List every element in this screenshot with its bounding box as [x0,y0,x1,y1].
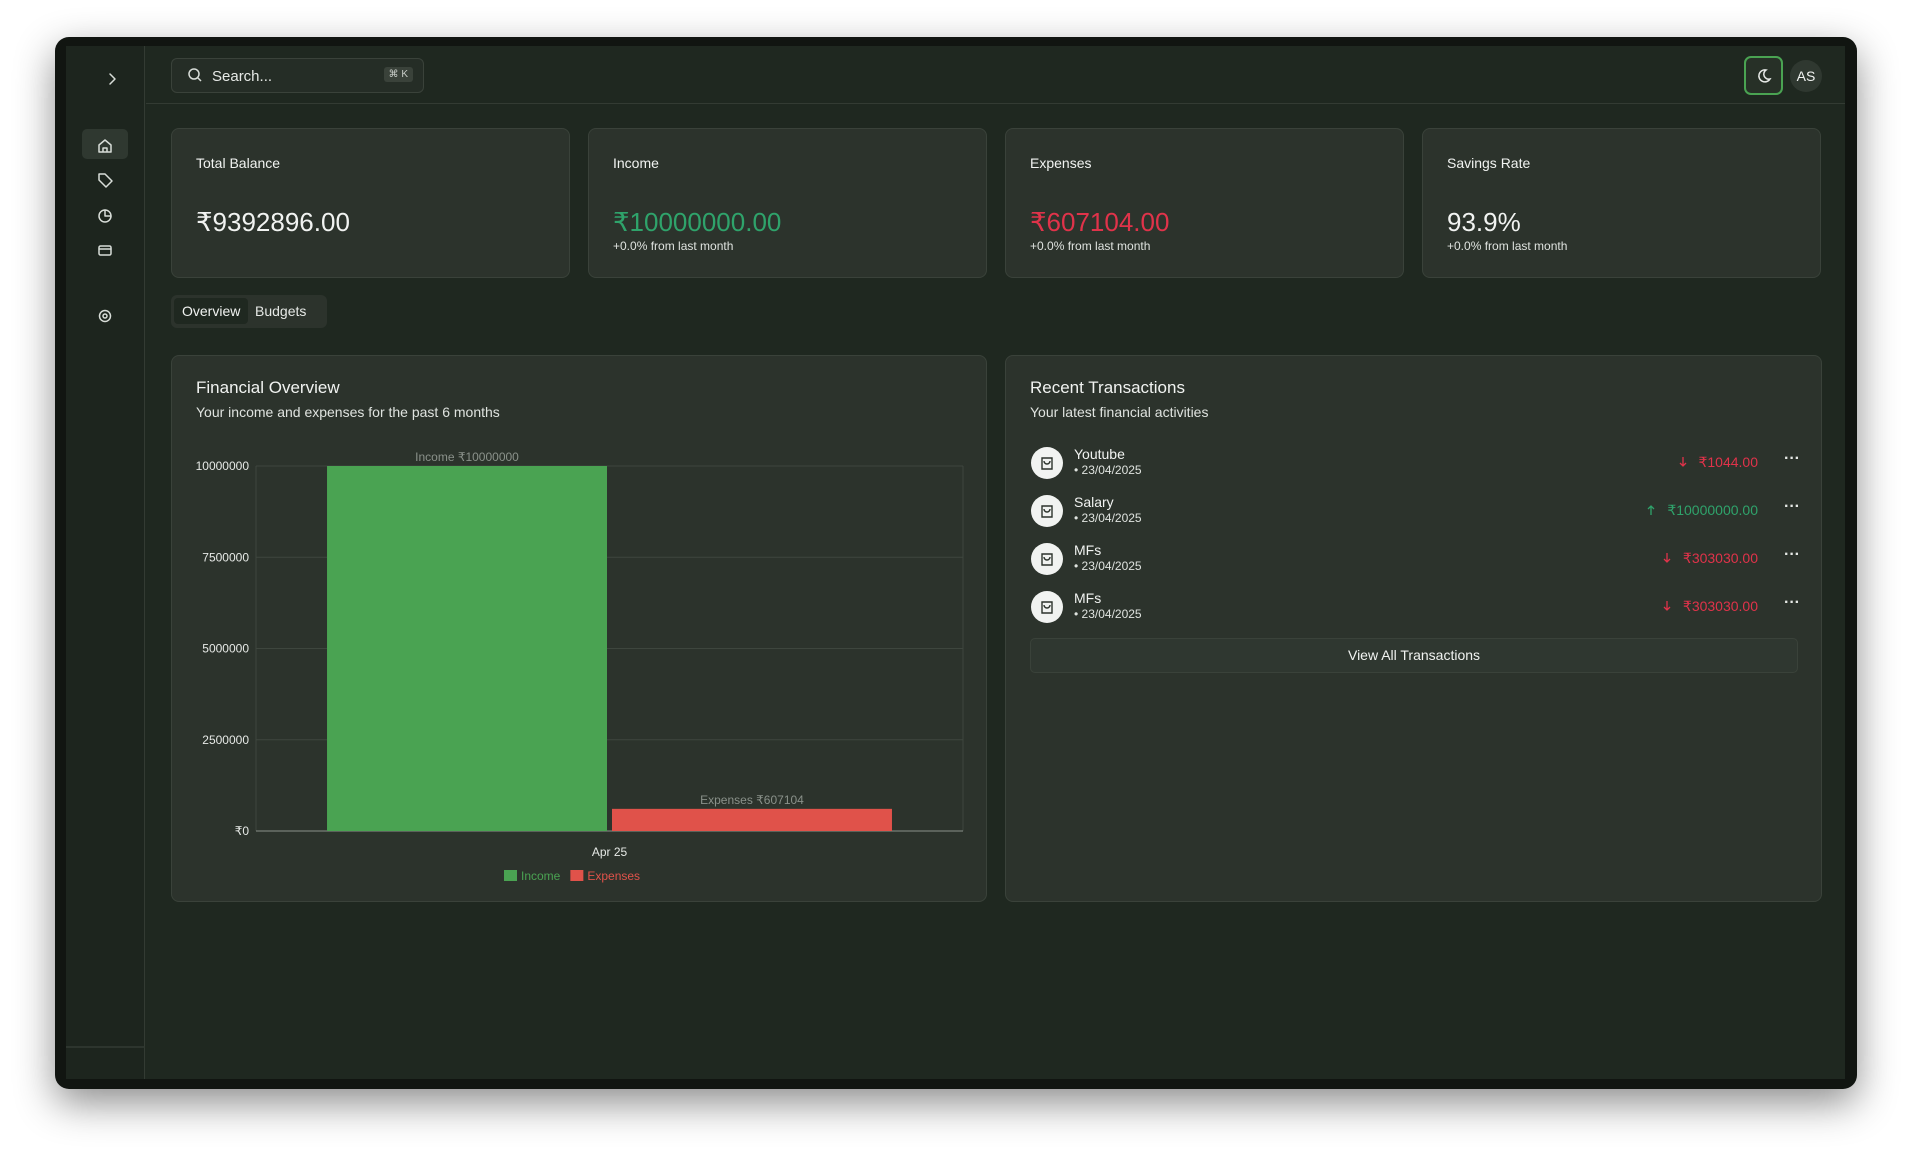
transaction-date: • 23/04/2025 [1074,511,1142,525]
transaction-icon [1031,447,1063,479]
arrow [1647,505,1655,515]
settings-icon[interactable] [98,309,112,323]
icon-bg [1031,447,1063,479]
arrow [1679,457,1687,467]
legend-label: Expenses [587,869,640,883]
search-placeholder: Search... [212,68,273,85]
expand-icon[interactable] [109,73,116,85]
transaction-date: • 23/04/2025 [1074,607,1142,621]
sidebar-icons [66,73,145,1048]
more-menu[interactable]: ··· [1784,498,1800,515]
more-menu[interactable]: ··· [1784,594,1800,611]
transaction-date: • 23/04/2025 [1074,559,1142,573]
search-shortcut: ⌘ K [383,67,413,82]
arrow [1663,553,1671,563]
y-tick-label: ₹0 [235,824,250,838]
x-tick-label: Apr 25 [592,845,628,859]
bar [327,466,607,831]
more-menu[interactable]: ··· [1784,546,1800,563]
stat-card: Expenses ₹607104.00 +0.0% from last month [1005,128,1404,278]
more-menu[interactable]: ··· [1784,450,1800,467]
chart-title: Financial Overview [196,378,340,397]
legend: Income Expenses [504,869,640,883]
stat-card: Total Balance ₹9392896.00 [171,128,570,278]
transaction-name: MFs [1074,542,1102,558]
stat-value: ₹607104.00 [1030,207,1170,237]
bag-icon [1041,553,1053,566]
chart: ₹0 2500000 5000000 7500000 10000000 Apr 25 In… [196,450,964,883]
direction-arrow [1679,457,1687,467]
direction-arrow [1663,553,1671,563]
transaction-amount: ₹1044.00 [1698,454,1758,470]
tab[interactable]: Overview [174,298,249,324]
y-tick-label: 5000000 [202,642,249,656]
icon-bg [1031,495,1063,527]
stat-card: Income ₹10000000.00 +0.0% from last month [588,128,987,278]
stat-card: Savings Rate 93.9% +0.0% from last month [1422,128,1821,278]
chart-subtitle: Your income and expenses for the past 6 … [196,404,500,420]
transaction-icon [1031,543,1063,575]
transactions-panel: Recent Transactions Your latest financia… [1005,355,1822,902]
tag-icon[interactable] [98,173,113,188]
transaction-amount: ₹10000000.00 [1667,502,1758,518]
home-icon[interactable] [98,139,112,153]
stat-label: Total Balance [196,155,281,171]
legend-label: Income [521,869,561,883]
stat-label: Savings Rate [1447,155,1531,171]
stat-change: +0.0% from last month [613,239,734,253]
card-icon[interactable] [98,245,112,256]
transaction-row: MFs • 23/04/2025 ₹303030.00 ··· [1030,542,1800,576]
topbar-divider [146,103,1845,104]
view-all-button[interactable]: View All Transactions [1030,638,1798,673]
stat-change: +0.0% from last month [1447,239,1568,253]
active-nav-bg [82,129,128,159]
icon-bg [1031,591,1063,623]
transaction-date: • 23/04/2025 [1074,463,1142,477]
legend-swatch [570,870,584,881]
stat-label: Expenses [1030,155,1092,171]
theme-toggle[interactable] [1744,56,1783,95]
avatar[interactable]: AS [1790,60,1822,92]
tab[interactable]: Budgets [255,303,307,319]
stat-value: 93.9% [1447,207,1521,237]
transaction-icon [1031,495,1063,527]
stat-label: Income [613,155,659,171]
transaction-row: Salary • 23/04/2025 ₹10000000.00 ··· [1030,494,1800,528]
data-label: Expenses ₹607104 [700,793,804,807]
arrow [1663,601,1671,611]
y-tick-label: 7500000 [202,550,249,564]
search[interactable]: Search... ⌘ K [171,58,424,93]
transaction-icon [1031,591,1063,623]
app: Search... ⌘ K AS Overview Budgets Financ… [66,46,1845,1079]
stat-value: ₹9392896.00 [196,207,350,237]
y-tick-label: 2500000 [202,733,249,747]
sidebar [66,46,145,1079]
bag-icon [1041,601,1053,614]
icon-bg [1031,543,1063,575]
legend-swatch [504,870,517,881]
stat-value: ₹10000000.00 [613,207,782,237]
transaction-amount: ₹303030.00 [1682,550,1758,566]
transactions-subtitle: Your latest financial activities [1030,404,1209,420]
direction-arrow [1647,505,1655,515]
tabs: Overview Budgets [171,295,327,328]
chart-panel: Financial Overview Your income and expen… [171,355,987,902]
transaction-row: MFs • 23/04/2025 ₹303030.00 ··· [1030,590,1800,624]
direction-arrow [1663,601,1671,611]
bag-icon [1041,505,1053,518]
bag-icon [1041,457,1053,470]
moon-icon [1758,69,1772,83]
transaction-name: Youtube [1074,446,1125,462]
data-label: Income ₹10000000 [415,450,519,464]
transaction-row: Youtube • 23/04/2025 ₹1044.00 ··· [1030,446,1800,480]
transaction-name: Salary [1074,494,1114,510]
search-icon [188,68,202,82]
transaction-amount: ₹303030.00 [1682,598,1758,614]
transaction-name: MFs [1074,590,1102,606]
y-tick-label: 10000000 [196,459,250,473]
transactions-title: Recent Transactions [1030,378,1185,397]
stat-change: +0.0% from last month [1030,239,1151,253]
bar [612,808,892,831]
